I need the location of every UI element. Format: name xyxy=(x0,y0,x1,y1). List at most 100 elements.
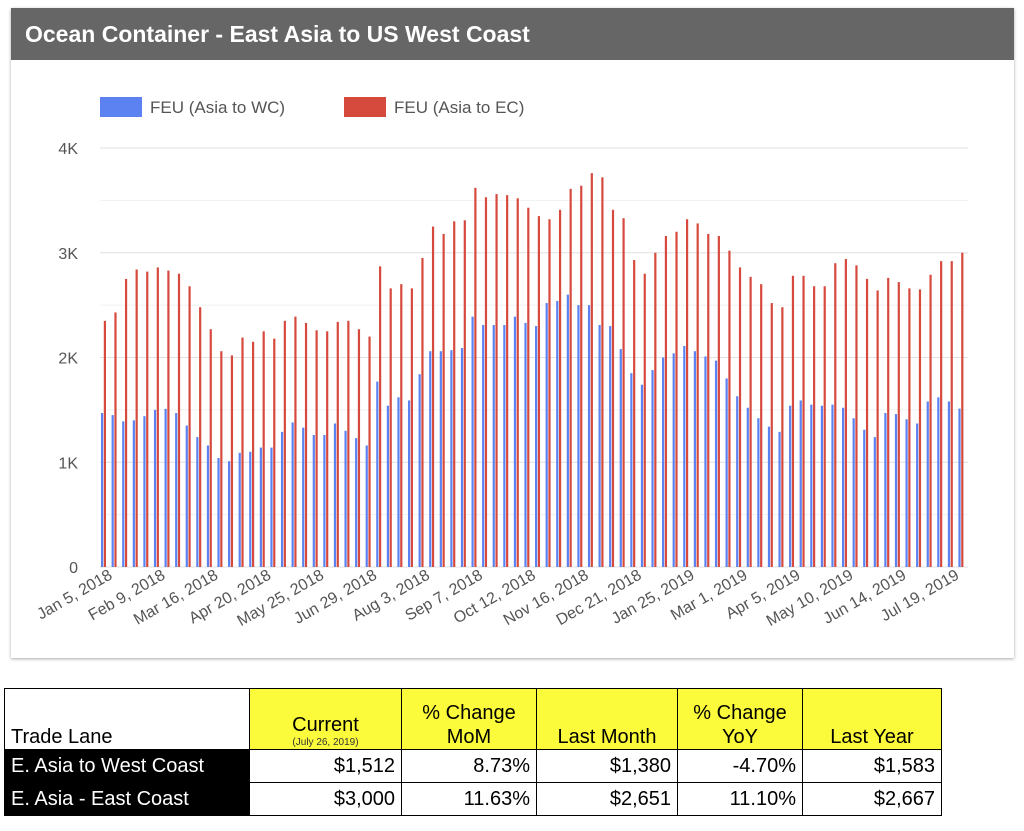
bar-wc xyxy=(122,421,125,567)
bar-ec xyxy=(167,270,170,567)
legend-swatch-wc xyxy=(100,97,142,117)
bar-wc xyxy=(492,325,495,567)
bar-ec xyxy=(156,267,159,567)
bar-ec xyxy=(675,231,678,568)
bar-ec xyxy=(177,273,181,567)
bar-wc xyxy=(693,351,696,567)
bar-wc xyxy=(598,325,601,567)
bar-ec xyxy=(410,288,413,567)
bar-ec xyxy=(580,185,583,567)
bar-wc xyxy=(746,407,749,567)
bar-wc xyxy=(714,360,718,567)
row-mom: 8.73% xyxy=(401,749,537,783)
bar-wc xyxy=(609,326,612,567)
bar-ec xyxy=(484,197,488,568)
bar-ec xyxy=(188,286,191,567)
bar-wc xyxy=(386,405,390,567)
bar-ec xyxy=(537,216,540,567)
bar-wc xyxy=(429,351,432,567)
bar-ec xyxy=(590,173,593,567)
bar-ec xyxy=(506,195,509,567)
bar-wc xyxy=(577,305,580,567)
bar-ec xyxy=(421,257,424,567)
bar-wc xyxy=(450,350,453,567)
bar-wc xyxy=(312,435,315,567)
row-yoy: 11.10% xyxy=(677,782,803,816)
bar-ec xyxy=(654,252,657,567)
bar-ec xyxy=(876,290,879,567)
bar-wc xyxy=(344,430,347,567)
bar-wc xyxy=(418,374,421,567)
bar-wc xyxy=(228,461,231,567)
table-header-row: Trade Lane Current (July 26, 2019) % Cha… xyxy=(4,688,942,750)
row-last-year: $2,667 xyxy=(802,782,942,816)
bar-wc xyxy=(280,431,284,567)
bar-ec xyxy=(738,267,742,567)
bar-ec xyxy=(326,331,329,567)
bar-wc xyxy=(757,418,760,567)
bar-ec xyxy=(918,289,922,567)
bar-wc xyxy=(259,447,262,567)
bar-ec xyxy=(453,221,456,567)
bar-wc xyxy=(132,420,135,567)
bar-wc xyxy=(545,303,548,567)
bar-wc xyxy=(524,322,527,567)
bar-ec xyxy=(135,269,138,567)
bar-wc xyxy=(683,345,686,567)
y-tick-label: 2K xyxy=(58,351,78,368)
bar-wc xyxy=(175,413,178,567)
y-tick-label: 4K xyxy=(58,141,78,158)
bar-ec xyxy=(103,320,106,567)
bar-ec xyxy=(495,194,498,567)
bar-wc xyxy=(164,408,167,567)
bar-wc xyxy=(725,378,728,567)
col-header-mom-line1: % Change xyxy=(422,702,516,724)
bar-ec xyxy=(230,355,234,567)
bar-wc xyxy=(704,356,707,567)
bar-ec xyxy=(548,219,551,568)
legend-swatch-ec xyxy=(344,97,386,117)
legend-label-ec: FEU (Asia to EC) xyxy=(394,98,524,117)
bar-wc xyxy=(217,458,220,567)
row-current: $1,512 xyxy=(249,749,402,783)
bar-ec xyxy=(696,223,699,568)
bar-ec xyxy=(124,278,128,567)
bar-ec xyxy=(897,282,900,567)
bar-wc xyxy=(672,353,675,567)
bar-ec xyxy=(717,235,720,568)
bar-wc xyxy=(619,349,622,567)
bar-wc xyxy=(566,294,569,567)
bar-ec xyxy=(379,266,382,567)
summary-table: Trade Lane Current (July 26, 2019) % Cha… xyxy=(4,688,942,816)
bar-wc xyxy=(789,405,792,567)
bar-ec xyxy=(146,271,149,567)
bar-wc xyxy=(185,425,188,567)
bar-ec xyxy=(241,337,244,567)
bar-ec xyxy=(251,341,255,567)
bar-ec xyxy=(347,320,350,567)
bar-ec xyxy=(823,286,826,567)
bar-ec xyxy=(368,336,371,567)
bar-wc xyxy=(916,423,919,567)
bar-wc xyxy=(143,416,146,567)
bar-ec xyxy=(114,312,117,567)
bar-ec xyxy=(707,233,710,567)
bar-wc xyxy=(503,325,506,567)
bar-wc xyxy=(111,415,114,567)
bar-ec xyxy=(749,276,752,567)
bar-ec xyxy=(813,286,816,567)
col-header-mom-line2: MoM xyxy=(446,726,492,748)
bar-ec xyxy=(431,226,435,567)
bar-wc xyxy=(556,300,559,567)
col-header-lane: Trade Lane xyxy=(4,688,250,750)
bar-wc xyxy=(894,414,898,567)
bar-ec xyxy=(220,351,223,567)
bar-wc xyxy=(947,401,951,567)
bar-ec xyxy=(400,284,403,567)
bar-wc xyxy=(820,405,824,567)
bar-ec xyxy=(558,209,562,568)
row-last-month: $2,651 xyxy=(536,782,678,816)
bar-ec xyxy=(516,198,519,567)
bar-wc xyxy=(810,404,813,567)
